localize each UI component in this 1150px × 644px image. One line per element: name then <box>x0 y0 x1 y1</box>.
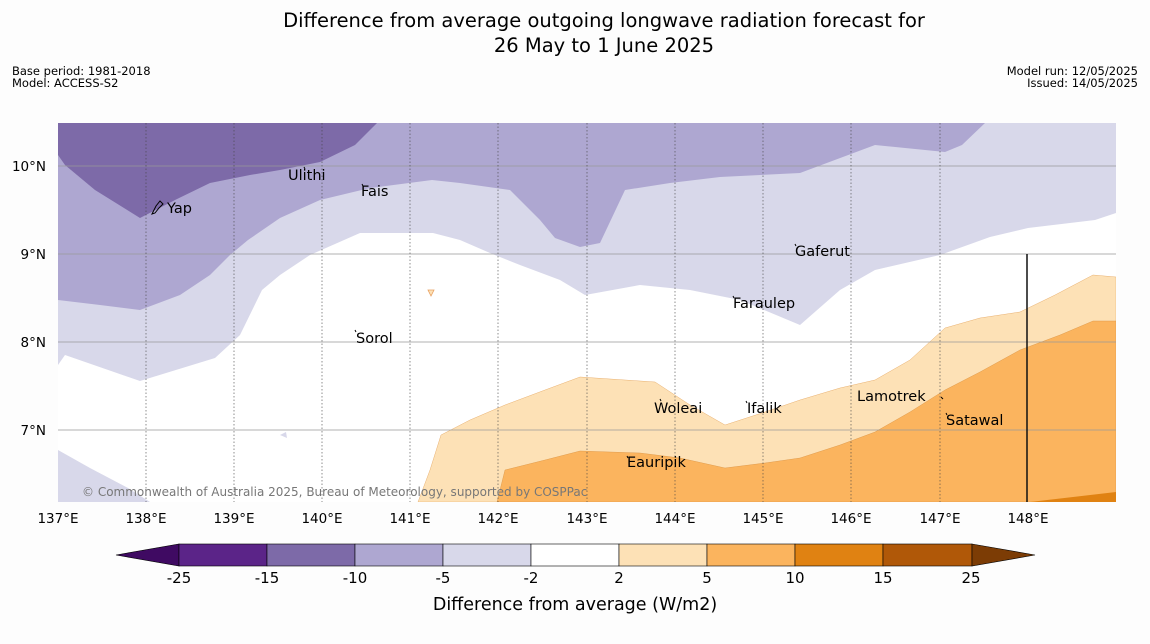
lon-label-146e: 146°E <box>830 511 871 527</box>
colorbar-swatch <box>794 543 884 567</box>
colorbar-tick: 25 <box>961 569 980 587</box>
gridlines <box>58 123 1116 502</box>
colorbar-low-extension <box>115 543 180 567</box>
place-ulithi: Ulithi <box>288 168 326 184</box>
lon-label-142e: 142°E <box>477 511 518 527</box>
lat-axis-labels: 10°N 9°N 8°N 7°N <box>12 159 46 439</box>
lon-label-143e: 143°E <box>566 511 607 527</box>
place-ifalik: Ifalik <box>747 401 782 417</box>
title-line-2: 26 May to 1 June 2025 <box>493 34 715 57</box>
colorbar-label: Difference from average (W/m2) <box>433 595 717 615</box>
copyright-notice: © Commonwealth of Australia 2025, Bureau… <box>82 485 587 499</box>
lon-label-144e: 144°E <box>654 511 695 527</box>
colorbar-tick: 10 <box>785 569 804 587</box>
colorbar-swatch <box>178 543 268 567</box>
place-gaferut: Gaferut <box>795 244 850 260</box>
colorbar-swatch <box>442 543 532 567</box>
colorbar-tick: 2 <box>614 569 624 587</box>
colorbar-swatch <box>530 543 620 567</box>
yap-island-shape <box>151 200 164 215</box>
place-eauripik: Eauripik <box>627 455 686 471</box>
colorbar-tick: -10 <box>343 569 368 587</box>
colorbar-swatch <box>882 543 973 567</box>
colorbar-swatch <box>266 543 356 567</box>
lon-axis-labels: 137°E 138°E 139°E 140°E 141°E 142°E 143°… <box>37 511 1048 527</box>
contour-medium-orange <box>496 320 1116 502</box>
lon-label-147e: 147°E <box>919 511 960 527</box>
place-woleai: Woleai <box>654 401 702 417</box>
lon-label-138e: 138°E <box>125 511 166 527</box>
model-name: Model: ACCESS-S2 <box>12 76 119 90</box>
place-fais: Fais <box>361 184 388 200</box>
colorbar-high-extension <box>971 543 1036 567</box>
lon-label-145e: 145°E <box>742 511 783 527</box>
model-run: Model run: 12/05/2025 <box>1006 64 1138 78</box>
colorbar: -25 -15 -10 -5 -2 2 5 10 15 25 Differenc… <box>115 543 1036 615</box>
place-lamotrek: Lamotrek <box>857 389 926 405</box>
lon-label-137e: 137°E <box>37 511 78 527</box>
base-period: Base period: 1981-2018 <box>12 64 151 78</box>
colorbar-tick: -2 <box>524 569 539 587</box>
lon-label-141e: 141°E <box>389 511 430 527</box>
contour-dark-orange <box>1030 492 1116 502</box>
lon-label-148e: 148°E <box>1007 511 1048 527</box>
map-plot-area: Yap Ulithi Fais Gaferut Faraulep Sorol L… <box>58 123 1116 502</box>
lat-label-8n: 8°N <box>21 335 46 351</box>
colorbar-tick: 5 <box>702 569 712 587</box>
island-markers <box>151 166 948 459</box>
contour-medium-lavender <box>58 123 985 310</box>
place-yap: Yap <box>166 201 192 217</box>
place-satawal: Satawal <box>946 413 1003 429</box>
lat-label-7n: 7°N <box>21 423 46 439</box>
colorbar-swatch <box>354 543 444 567</box>
colorbar-tick: -5 <box>436 569 451 587</box>
colorbar-tick: -15 <box>255 569 280 587</box>
lat-label-10n: 10°N <box>12 159 46 175</box>
contour-light-lavender-sw <box>58 450 150 502</box>
contour-dark-lavender <box>58 123 377 218</box>
run-info: Model run: 12/05/2025 Issued: 14/05/2025 <box>1007 65 1138 89</box>
base-info: Base period: 1981-2018 Model: ACCESS-S2 <box>12 65 151 89</box>
issued-date: Issued: 14/05/2025 <box>1027 76 1138 90</box>
contour-light-lavender-speck <box>280 432 287 438</box>
contour-light-orange-speck <box>427 289 435 297</box>
place-faraulep: Faraulep <box>733 296 795 312</box>
title-line-1: Difference from average outgoing longwav… <box>283 9 925 32</box>
map-title: Difference from average outgoing longwav… <box>0 8 1150 58</box>
colorbar-tick: 15 <box>873 569 892 587</box>
colorbar-tick: -25 <box>167 569 192 587</box>
colorbar-swatch <box>618 543 708 567</box>
place-sorol: Sorol <box>356 331 393 347</box>
lon-label-139e: 139°E <box>213 511 254 527</box>
lat-label-9n: 9°N <box>21 247 46 263</box>
lon-label-140e: 140°E <box>301 511 342 527</box>
colorbar-swatch <box>706 543 796 567</box>
